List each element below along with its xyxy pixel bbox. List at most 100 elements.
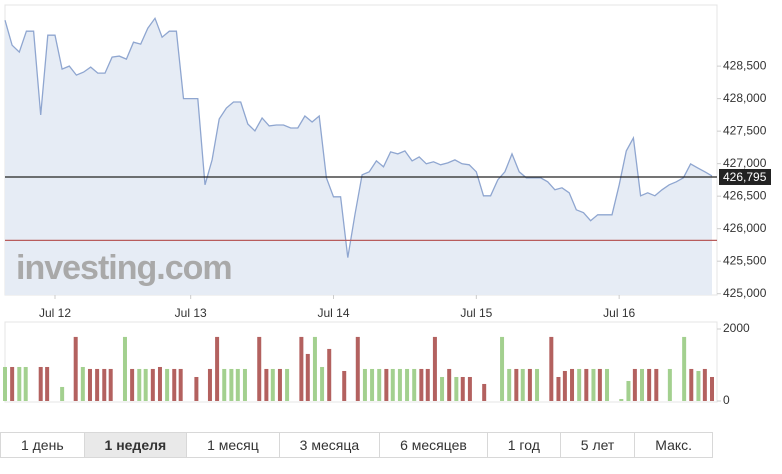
volume-bar (384, 368, 389, 401)
chart: 425,000 425,500 426,000 426,500 427,000 427,5… (3, 4, 771, 407)
volume-bar (527, 368, 532, 401)
volume-bar (507, 368, 512, 401)
volume-bar (702, 368, 707, 401)
volume-bar (23, 366, 28, 401)
range-tab[interactable]: 5 лет (561, 433, 636, 457)
volume-bar (577, 368, 582, 401)
y-tick-label: 427,500 (723, 123, 767, 137)
volume-bar (710, 376, 714, 401)
volume-bar (270, 368, 275, 401)
volume-bar (60, 386, 65, 401)
volume-bar (235, 368, 240, 401)
volume-bar (460, 376, 465, 401)
volume-bar (342, 370, 347, 401)
volume-bar (327, 348, 332, 401)
volume-bar (165, 368, 170, 401)
volume-bar (264, 368, 269, 401)
x-tick-label: Jul 16 (603, 306, 635, 320)
volume-bar (584, 368, 589, 401)
volume-bar (667, 368, 672, 401)
range-tab[interactable]: 1 день (1, 433, 85, 457)
volume-bar (157, 366, 162, 401)
volume-bar (178, 368, 183, 401)
volume-bar (397, 368, 402, 401)
y-tick-label: 427,000 (723, 156, 767, 170)
volume-bar (229, 368, 234, 401)
volume-bar (419, 368, 424, 401)
volume-bar (285, 368, 290, 401)
range-tab[interactable]: 1 месяц (187, 433, 280, 457)
volume-bar (520, 368, 525, 401)
range-tab[interactable]: 1 неделя (84, 433, 188, 457)
volume-bar (277, 368, 282, 401)
range-tab[interactable]: 6 месяцев (380, 433, 488, 457)
volume-bar (454, 376, 459, 401)
volume-bar (412, 368, 417, 401)
volume-frame (4, 321, 718, 403)
volume-tick-label: 0 (723, 393, 730, 407)
range-tab[interactable]: Макс. (655, 437, 693, 453)
range-tab[interactable]: 1 год (488, 433, 561, 457)
y-tick-label: 428,500 (723, 58, 767, 72)
x-tick-label: Jul 15 (460, 306, 492, 320)
volume-bar (257, 336, 262, 401)
y-tick-label: 426,000 (723, 221, 767, 235)
volume-bar (242, 368, 247, 401)
volume-bar (447, 368, 452, 401)
volume-bar (432, 336, 437, 401)
y-tick-label: 426,500 (723, 188, 767, 202)
y-tick-label: 425,000 (723, 286, 767, 300)
volume-bar (73, 336, 78, 401)
volume-bar (143, 368, 148, 401)
price-line (4, 16, 713, 258)
volume-bar (605, 368, 610, 401)
volume-tick-label: 2000 (723, 321, 750, 335)
volume-bar (95, 368, 100, 401)
volume-bar (562, 370, 567, 401)
volume-bar (556, 376, 561, 401)
last-price-box (719, 168, 771, 185)
volume-bar (362, 368, 367, 401)
volume-bar (390, 368, 395, 401)
volume-bar (689, 368, 694, 401)
volume-bar (172, 368, 177, 401)
volume-bar (150, 368, 155, 401)
x-tick-label: Jul 14 (317, 306, 349, 320)
volume-bar (682, 336, 687, 401)
volume-bar (654, 368, 659, 401)
volume-bar (640, 368, 645, 401)
volume-bar (207, 368, 212, 401)
volume-bar (500, 336, 505, 401)
volume-bar (597, 368, 602, 401)
volume-bar (514, 368, 519, 401)
volume-bar (17, 366, 22, 401)
volume-bar (632, 368, 637, 401)
volume-bar (87, 368, 92, 401)
volume-bar (467, 376, 472, 401)
volume-bar (549, 336, 554, 401)
range-tabs: 1 день 1 неделя 1 месяц 3 месяца 6 месяцев 1 … (0, 432, 713, 458)
volume-bar (355, 336, 360, 401)
volume-bar (570, 368, 575, 401)
volume-bar (45, 366, 50, 401)
watermark: investing.com (16, 249, 232, 287)
range-tab[interactable]: 3 месяца (280, 433, 381, 457)
volume-bar (619, 398, 624, 401)
volume-bar (108, 368, 113, 401)
volume-bar (591, 368, 596, 401)
volume-bar (130, 368, 135, 401)
volume-bar (312, 336, 317, 401)
volume-bar (482, 383, 487, 401)
volume-bar (440, 376, 445, 401)
volume-bar (535, 368, 540, 401)
volume-bar (425, 368, 430, 401)
x-tick-label: Jul 12 (39, 306, 71, 320)
volume-bar (122, 336, 127, 401)
volume-bar (626, 380, 631, 401)
last-price-label: 426,795 (723, 170, 767, 184)
volume-bar (370, 368, 375, 401)
y-tick-label: 428,000 (723, 91, 767, 105)
volume-bar (102, 368, 107, 401)
volume-bar (377, 368, 382, 401)
volume-bar (10, 366, 15, 401)
